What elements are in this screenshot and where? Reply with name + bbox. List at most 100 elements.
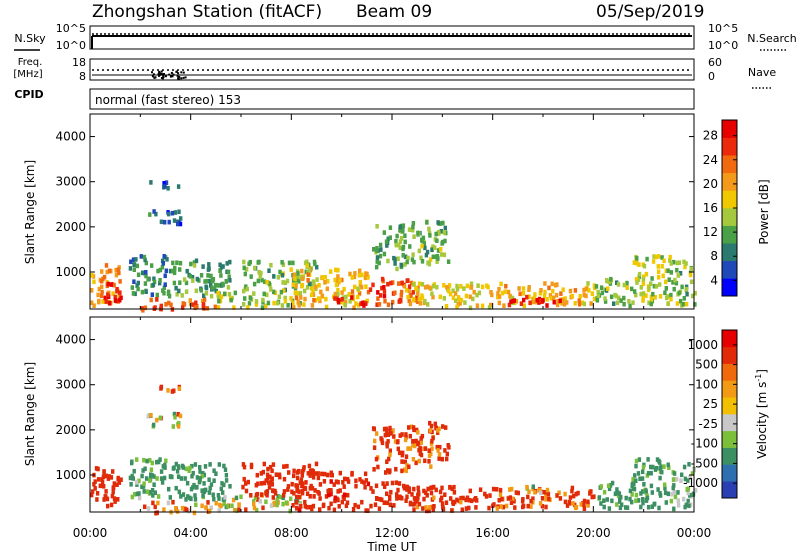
data-cell bbox=[385, 481, 389, 486]
data-cell bbox=[440, 456, 444, 462]
data-cell bbox=[223, 467, 228, 472]
data-cell bbox=[507, 302, 512, 308]
freq-point bbox=[180, 71, 183, 74]
data-cell bbox=[527, 489, 531, 495]
colorbar-tick-label: 20 bbox=[703, 177, 718, 191]
data-cell bbox=[382, 251, 387, 257]
data-cell bbox=[114, 272, 119, 278]
data-cell bbox=[423, 446, 428, 451]
data-cell bbox=[396, 487, 400, 493]
data-cell bbox=[394, 466, 398, 472]
data-cell bbox=[649, 301, 653, 307]
data-cell bbox=[383, 432, 387, 438]
data-cell bbox=[248, 295, 253, 301]
data-cell bbox=[456, 302, 460, 307]
data-cell bbox=[357, 302, 361, 308]
data-cell bbox=[104, 489, 108, 494]
data-cell bbox=[556, 299, 560, 304]
colorbar-tick-label: -25 bbox=[698, 417, 718, 431]
data-cell bbox=[279, 289, 284, 295]
colorbar-tick-label: 1000 bbox=[687, 338, 718, 352]
data-cell bbox=[103, 295, 107, 301]
data-cell bbox=[190, 473, 194, 479]
data-cell bbox=[97, 298, 101, 304]
data-cell bbox=[212, 478, 216, 483]
data-cell bbox=[678, 298, 683, 304]
data-cell bbox=[227, 291, 232, 297]
data-cell bbox=[210, 278, 214, 284]
data-cell bbox=[118, 297, 122, 303]
data-cell bbox=[486, 284, 490, 290]
data-cell bbox=[193, 305, 197, 311]
data-cell bbox=[344, 294, 348, 300]
data-cell bbox=[405, 259, 409, 265]
data-cell bbox=[645, 256, 649, 262]
data-cell bbox=[258, 499, 262, 504]
data-cell bbox=[280, 272, 285, 278]
data-cell bbox=[266, 475, 270, 481]
data-cell bbox=[617, 295, 621, 301]
data-cell bbox=[281, 495, 285, 501]
data-cell bbox=[423, 298, 427, 304]
data-cell bbox=[232, 305, 236, 310]
data-cell bbox=[412, 234, 416, 239]
data-cell bbox=[424, 505, 428, 510]
data-cell bbox=[622, 295, 626, 301]
data-cell bbox=[582, 506, 587, 511]
data-cell bbox=[459, 495, 463, 501]
data-cell bbox=[495, 487, 499, 492]
data-cell bbox=[662, 464, 666, 469]
data-cell bbox=[362, 480, 366, 485]
data-cell bbox=[393, 290, 397, 296]
data-cell bbox=[675, 260, 680, 266]
data-cell bbox=[178, 221, 183, 227]
data-cell bbox=[142, 489, 146, 494]
data-cell bbox=[306, 278, 310, 283]
data-cell bbox=[410, 492, 414, 497]
data-cell bbox=[194, 288, 198, 294]
velocity-ylabel: Slant Range [km] bbox=[23, 362, 37, 466]
data-cell bbox=[354, 301, 358, 306]
data-cell bbox=[545, 297, 549, 302]
data-cell bbox=[397, 450, 402, 456]
data-cell bbox=[164, 458, 168, 464]
colorbar-tick-label: 25 bbox=[703, 397, 718, 411]
station-title: Zhongshan Station (fitACF) bbox=[92, 2, 323, 22]
data-cell bbox=[139, 254, 143, 259]
data-cell bbox=[406, 255, 410, 261]
data-cell bbox=[594, 284, 599, 289]
data-cell bbox=[271, 462, 276, 467]
data-cell bbox=[368, 287, 373, 292]
data-cell bbox=[311, 292, 316, 297]
data-cell bbox=[306, 271, 311, 277]
data-cell bbox=[547, 496, 551, 502]
data-cell bbox=[613, 292, 617, 298]
data-cell bbox=[364, 284, 368, 289]
data-cell bbox=[228, 278, 232, 283]
data-cell bbox=[269, 480, 273, 485]
colorbar-segment bbox=[722, 225, 737, 244]
data-cell bbox=[375, 259, 379, 264]
data-cell bbox=[181, 305, 185, 310]
data-cell bbox=[294, 292, 298, 298]
freq-point bbox=[177, 72, 180, 75]
data-cell bbox=[403, 437, 408, 443]
data-cell bbox=[686, 478, 690, 483]
data-cell bbox=[635, 280, 639, 285]
data-cell bbox=[380, 440, 385, 446]
data-cell bbox=[298, 480, 302, 485]
data-cell bbox=[333, 291, 337, 297]
data-cell bbox=[160, 264, 165, 270]
data-cell bbox=[175, 469, 180, 474]
data-cell bbox=[406, 446, 410, 451]
data-cell bbox=[267, 268, 271, 273]
data-cell bbox=[394, 480, 399, 485]
velocity-colorbar-label-end: ] bbox=[755, 369, 769, 374]
y-tick-label: 3000 bbox=[55, 378, 86, 392]
data-cell bbox=[454, 298, 458, 303]
data-cell bbox=[521, 497, 525, 502]
data-cell bbox=[540, 503, 545, 509]
data-cell bbox=[341, 480, 345, 485]
data-cell bbox=[607, 486, 612, 492]
